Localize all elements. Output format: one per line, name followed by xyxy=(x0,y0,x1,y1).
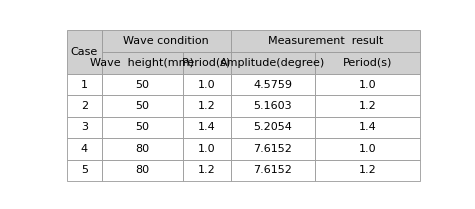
Text: 5: 5 xyxy=(81,166,88,175)
Text: 1.4: 1.4 xyxy=(198,122,216,133)
Text: 1.2: 1.2 xyxy=(198,101,216,111)
Bar xyxy=(102,30,230,52)
Text: 1.0: 1.0 xyxy=(198,144,216,154)
Bar xyxy=(66,30,102,74)
Text: Period(s): Period(s) xyxy=(182,58,231,68)
Bar xyxy=(315,138,420,160)
Text: 50: 50 xyxy=(135,79,149,89)
Bar xyxy=(102,74,183,95)
Text: 2: 2 xyxy=(81,101,88,111)
Text: 1.2: 1.2 xyxy=(359,101,377,111)
Text: 5.2054: 5.2054 xyxy=(254,122,292,133)
Bar xyxy=(66,74,102,95)
Text: Case: Case xyxy=(71,47,98,57)
Text: 4: 4 xyxy=(81,144,88,154)
Bar xyxy=(66,138,102,160)
Bar xyxy=(183,95,230,117)
Text: 3: 3 xyxy=(81,122,88,133)
Text: Period(s): Period(s) xyxy=(343,58,392,68)
Bar xyxy=(183,117,230,138)
Text: 50: 50 xyxy=(135,101,149,111)
Text: 1.0: 1.0 xyxy=(359,79,377,89)
Text: Amplitude(degree): Amplitude(degree) xyxy=(220,58,325,68)
Bar xyxy=(230,138,315,160)
Bar xyxy=(102,160,183,181)
Bar xyxy=(315,160,420,181)
Bar xyxy=(102,138,183,160)
Text: 1: 1 xyxy=(81,79,88,89)
Bar xyxy=(230,52,315,74)
Bar xyxy=(66,117,102,138)
Text: 80: 80 xyxy=(135,166,149,175)
Text: 1.2: 1.2 xyxy=(198,166,216,175)
Text: Measurement  result: Measurement result xyxy=(267,36,383,46)
Bar xyxy=(315,95,420,117)
Bar xyxy=(230,117,315,138)
Text: 50: 50 xyxy=(135,122,149,133)
Bar xyxy=(102,52,183,74)
Text: 1.2: 1.2 xyxy=(359,166,377,175)
Bar xyxy=(66,95,102,117)
Text: 5.1603: 5.1603 xyxy=(254,101,292,111)
Text: 80: 80 xyxy=(135,144,149,154)
Bar xyxy=(102,95,183,117)
Bar xyxy=(230,95,315,117)
Text: 1.0: 1.0 xyxy=(198,79,216,89)
Text: 1.4: 1.4 xyxy=(359,122,377,133)
Text: Wave  height(mm): Wave height(mm) xyxy=(90,58,194,68)
Text: 1.0: 1.0 xyxy=(359,144,377,154)
Bar xyxy=(183,138,230,160)
Text: 7.6152: 7.6152 xyxy=(254,166,292,175)
Text: 7.6152: 7.6152 xyxy=(254,144,292,154)
Bar xyxy=(183,52,230,74)
Bar xyxy=(230,74,315,95)
Bar xyxy=(315,74,420,95)
Bar xyxy=(102,117,183,138)
Bar xyxy=(230,30,420,52)
Text: Wave condition: Wave condition xyxy=(123,36,209,46)
Bar xyxy=(315,117,420,138)
Text: 4.5759: 4.5759 xyxy=(253,79,293,89)
Bar xyxy=(183,160,230,181)
Bar xyxy=(230,160,315,181)
Bar xyxy=(183,74,230,95)
Bar xyxy=(66,160,102,181)
Bar xyxy=(315,52,420,74)
